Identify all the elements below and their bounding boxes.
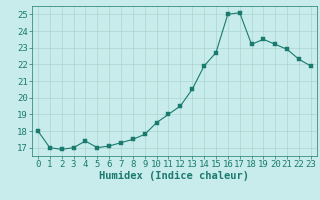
X-axis label: Humidex (Indice chaleur): Humidex (Indice chaleur) xyxy=(100,171,249,181)
